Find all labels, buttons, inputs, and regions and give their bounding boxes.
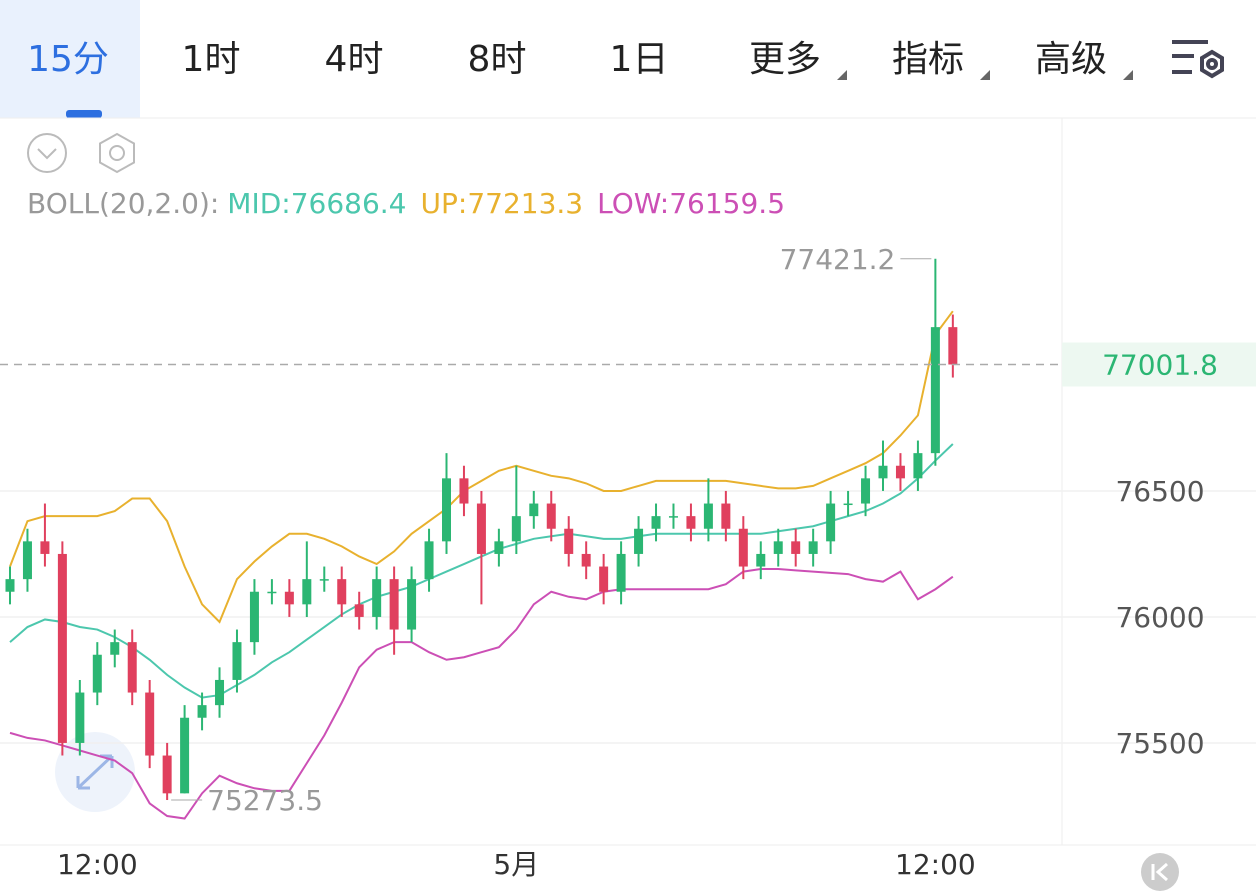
candle-body (442, 478, 451, 542)
candle-body (302, 579, 312, 605)
dropdown-arrow (980, 70, 990, 80)
candle-body (476, 503, 486, 554)
candle-body (634, 528, 644, 554)
candle-body (372, 579, 382, 617)
y-tick-label: 76000 (1115, 601, 1204, 634)
last-price-label: 77001.8 (1102, 348, 1218, 381)
tab[interactable]: 8时 (468, 39, 527, 80)
candle-body (878, 465, 888, 479)
settings-icon[interactable] (1172, 40, 1224, 79)
bollinger-band (9, 310, 954, 624)
indicator-item: LOW:76159.5 (597, 187, 785, 220)
candle-body (826, 503, 836, 542)
x-tick-label: 12:00 (895, 848, 976, 881)
candle-body (773, 541, 783, 554)
candle-body (861, 478, 871, 504)
min-label: 75273.5 (207, 784, 323, 817)
candle-body (75, 692, 85, 743)
candle-body (686, 516, 696, 529)
candle-body (267, 591, 277, 594)
candle-body (616, 553, 626, 592)
candle-body (581, 553, 591, 567)
candle-body (5, 579, 15, 592)
last-price-box (1062, 342, 1256, 387)
tab[interactable]: 1时 (182, 39, 241, 80)
tool-icons[interactable] (27, 132, 135, 174)
candle-body (948, 327, 958, 365)
tab[interactable]: 1日 (610, 39, 669, 80)
candle-body (599, 566, 609, 592)
indicator-item: UP:77213.3 (421, 187, 584, 220)
candle-body (738, 528, 748, 567)
candle-body (232, 642, 242, 680)
candle-body (651, 516, 661, 529)
candle-body (145, 692, 155, 756)
candle-body (930, 327, 940, 454)
candle-body (459, 478, 469, 504)
active-tab-bg (0, 0, 140, 118)
candle-body (197, 705, 207, 718)
candle-body (407, 579, 417, 630)
max-label: 77421.2 (780, 243, 896, 276)
y-tick-label: 76500 (1115, 475, 1204, 508)
candle-body (721, 503, 731, 529)
bollinger-band (9, 568, 954, 820)
candle-body (110, 642, 120, 655)
y-tick-label: 75500 (1115, 727, 1204, 760)
candle-body (529, 503, 539, 517)
candle-body (913, 453, 923, 479)
candle-body (215, 679, 225, 706)
x-tick-label: 12:00 (57, 848, 138, 881)
candle-body (808, 541, 818, 554)
candle-body (668, 516, 678, 518)
candle-body (162, 755, 172, 794)
candle-body (756, 553, 766, 567)
candle-body (494, 541, 504, 554)
candle-body (843, 503, 853, 506)
candle-body (791, 541, 801, 554)
indicator-item: MID:76686.4 (227, 187, 406, 220)
candle-body (249, 591, 259, 643)
back-button[interactable] (1141, 853, 1179, 891)
candle-body (895, 465, 905, 479)
indicator-legend: BOLL(20,2.0): MID:76686.4 UP:77213.3 LOW:76… (27, 187, 785, 220)
tab[interactable]: 高级 (1035, 39, 1107, 80)
tab[interactable]: 更多 (749, 39, 821, 80)
candle-body (319, 579, 329, 581)
indicator-label: BOLL(20,2.0): (27, 187, 219, 220)
candle-body (92, 654, 102, 693)
x-tick-label: 5月 (493, 848, 539, 881)
tab[interactable]: 指标 (892, 39, 964, 80)
candle-body (564, 528, 574, 554)
candle-body (703, 503, 713, 529)
dropdown-arrow (837, 70, 847, 80)
candle-body (127, 642, 137, 693)
candle-body (180, 717, 190, 794)
candle-body (354, 604, 364, 617)
zoom-button[interactable] (55, 732, 135, 812)
dropdown-arrow (1123, 70, 1133, 80)
candle-body (40, 541, 50, 554)
candle-body (424, 541, 434, 580)
candle-body (57, 553, 67, 743)
candle-body (284, 591, 294, 605)
candle-body (337, 579, 347, 605)
active-tab-indicator (66, 110, 102, 118)
candle-body (546, 503, 556, 529)
candle-body (22, 541, 32, 580)
candle-body (511, 516, 521, 542)
tab[interactable]: 4时 (325, 39, 384, 80)
tab[interactable]: 15分 (27, 39, 109, 80)
candle-body (389, 579, 399, 630)
